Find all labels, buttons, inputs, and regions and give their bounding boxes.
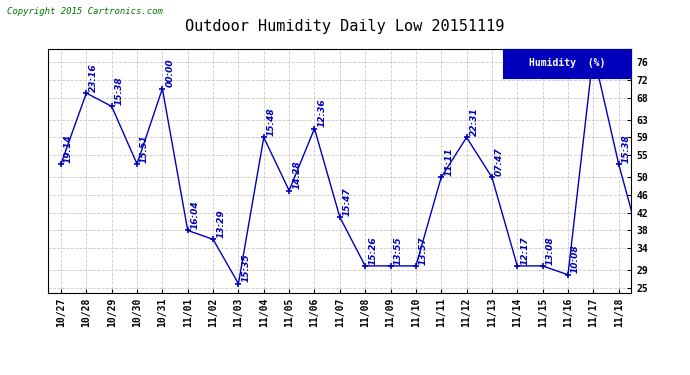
Text: 13:29: 13:29: [216, 209, 225, 238]
Text: 13:08: 13:08: [546, 236, 555, 265]
Text: 16:04: 16:04: [190, 201, 200, 229]
Text: 12:17: 12:17: [520, 236, 529, 265]
Text: 15:51: 15:51: [140, 134, 149, 163]
Text: 15:38: 15:38: [622, 134, 631, 163]
Text: 23:16: 23:16: [90, 63, 99, 92]
Text: 11:11: 11:11: [444, 147, 453, 176]
Text: 13:36: 13:36: [0, 374, 1, 375]
Text: Outdoor Humidity Daily Low 20151119: Outdoor Humidity Daily Low 20151119: [186, 19, 504, 34]
Text: 13:57: 13:57: [419, 236, 428, 265]
Text: 13:55: 13:55: [393, 236, 402, 265]
Text: 15:47: 15:47: [343, 187, 352, 216]
Text: 10:08: 10:08: [571, 245, 580, 273]
Text: 14:28: 14:28: [292, 160, 301, 189]
Text: 15:38: 15:38: [115, 76, 124, 105]
Text: 12:36: 12:36: [317, 99, 326, 127]
Text: 00:00: 00:00: [166, 58, 175, 87]
Text: 19:14: 19:14: [64, 134, 73, 163]
Text: 15:35: 15:35: [241, 254, 250, 282]
Text: 15:26: 15:26: [368, 236, 377, 265]
Text: 15:48: 15:48: [267, 107, 276, 136]
Text: Copyright 2015 Cartronics.com: Copyright 2015 Cartronics.com: [7, 8, 163, 16]
Text: 07:47: 07:47: [495, 147, 504, 176]
Text: 22:31: 22:31: [470, 107, 479, 136]
